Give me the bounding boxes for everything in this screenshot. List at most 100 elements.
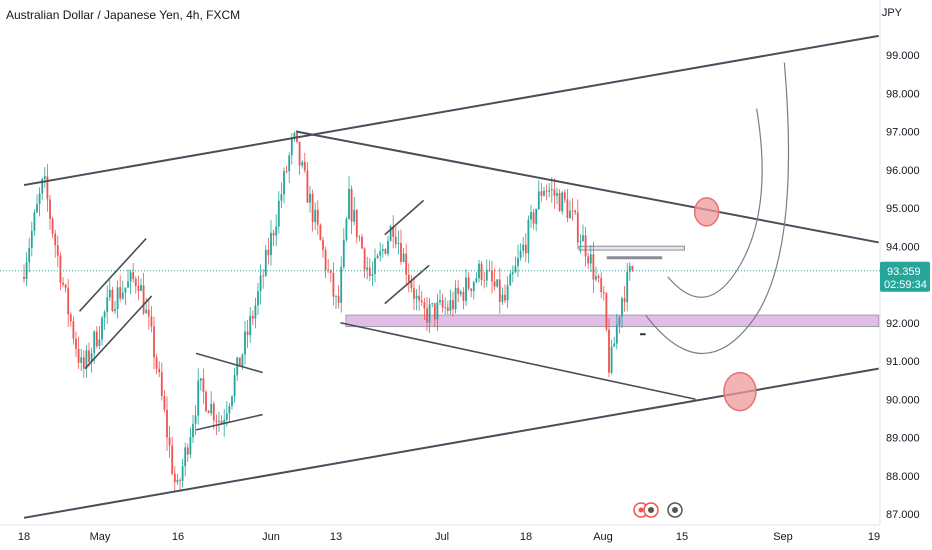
candle-body	[509, 274, 512, 286]
candle-body	[288, 155, 291, 172]
candle-body	[116, 287, 119, 310]
candle-body	[303, 162, 306, 171]
candle-body	[621, 298, 623, 317]
projection-shallow-curve[interactable]	[667, 108, 763, 298]
candle-body	[98, 339, 101, 347]
candle-body	[275, 226, 278, 236]
candle-body	[56, 245, 59, 256]
support-zone[interactable]	[345, 314, 880, 328]
candle-body	[88, 350, 90, 362]
candle-body	[491, 270, 493, 282]
candle-body	[545, 190, 548, 192]
candle-body	[582, 235, 584, 242]
candle-body	[168, 437, 171, 446]
price-tick-label: 89.000	[886, 433, 920, 445]
time-tick-label: 13	[330, 531, 342, 543]
candle-body	[277, 200, 280, 227]
flag-2-bottom-line[interactable]	[384, 264, 430, 305]
candle-body	[327, 269, 330, 271]
price-axis[interactable]: 87.00088.00089.00090.00091.00092.00093.0…	[886, 50, 920, 521]
time-tick-label: 16	[172, 531, 184, 543]
upper-channel-line[interactable]	[23, 34, 879, 187]
candle-body	[467, 277, 470, 289]
candle-body	[121, 292, 124, 299]
candle-body	[579, 241, 582, 243]
candle-body	[134, 279, 137, 287]
price-tick-label: 87.000	[886, 509, 920, 521]
candle-body	[158, 368, 161, 373]
target-circle-lower[interactable]	[723, 371, 757, 412]
trendline-drawings[interactable]	[23, 34, 879, 519]
candle-body	[558, 193, 561, 212]
candle-body	[535, 209, 538, 224]
candle-body	[527, 219, 530, 254]
candle-body	[254, 305, 257, 319]
candle-body	[179, 480, 181, 481]
candle-body	[613, 343, 616, 347]
candle-body	[348, 188, 350, 219]
target-circle-upper[interactable]	[693, 197, 720, 227]
candle-body	[316, 209, 319, 225]
candle-body	[483, 279, 486, 281]
candle-body	[210, 403, 213, 414]
candle-body	[212, 403, 215, 421]
triangle-bottom-line[interactable]	[195, 413, 263, 431]
candle-body	[493, 281, 496, 287]
candle-body	[77, 348, 80, 363]
candle-body	[244, 331, 246, 355]
triangle-top-line[interactable]	[195, 352, 263, 374]
candle-body	[111, 289, 114, 312]
candle-body	[550, 189, 553, 191]
resistance-box[interactable]	[578, 245, 685, 251]
candle-body	[517, 257, 519, 266]
event-markers[interactable]	[633, 502, 683, 518]
projection-deep-curve[interactable]	[645, 62, 790, 355]
candle-body	[480, 263, 483, 280]
chart-title: Australian Dollar / Japanese Yen, 4h, FX…	[6, 8, 241, 22]
candle-body	[155, 357, 158, 369]
price-tick-label: 90.000	[886, 394, 920, 406]
candle-body	[472, 282, 475, 291]
candle-body	[413, 288, 415, 299]
bar-countdown: 02:59:34	[884, 279, 927, 291]
candle-body	[335, 296, 337, 297]
flag-2-top-line[interactable]	[384, 199, 425, 236]
candle-body	[439, 300, 441, 303]
descending-bottom-line[interactable]	[340, 321, 696, 401]
candle-body	[30, 230, 33, 248]
time-tick-label: 18	[18, 531, 30, 543]
candle-body	[231, 396, 233, 406]
candle-body	[272, 232, 275, 236]
flag-1-bottom-line[interactable]	[84, 295, 153, 370]
candle-body	[233, 375, 236, 397]
candle-body	[376, 255, 379, 259]
candle-body	[69, 314, 72, 322]
candle-body	[600, 277, 603, 293]
candle-body	[298, 141, 301, 166]
economic-event-dot-icon	[648, 507, 654, 513]
candle-body	[433, 303, 436, 320]
candle-body	[449, 300, 452, 311]
candle-body	[597, 276, 600, 278]
candle-body	[306, 170, 309, 203]
candle-body	[340, 266, 343, 303]
price-badge-background	[880, 261, 930, 292]
candle-body	[537, 191, 540, 210]
candle-body	[283, 171, 285, 195]
descending-top-line[interactable]	[295, 130, 879, 244]
candle-body	[381, 249, 384, 251]
candle-body	[605, 293, 608, 330]
candle-body	[249, 315, 252, 336]
time-axis[interactable]: 18 May 16 Jun 13 Jul 18 Aug 15 Sep 19	[18, 531, 880, 543]
candle-body	[324, 249, 327, 270]
candle-body	[556, 193, 558, 196]
candle-body	[540, 191, 543, 196]
candle-body	[142, 285, 145, 314]
candle-body	[610, 346, 613, 373]
flag-1-top-line[interactable]	[78, 238, 147, 312]
candle-body	[332, 272, 335, 297]
candle-body	[223, 419, 226, 424]
candle-body	[199, 378, 202, 381]
candle-body	[197, 380, 200, 416]
